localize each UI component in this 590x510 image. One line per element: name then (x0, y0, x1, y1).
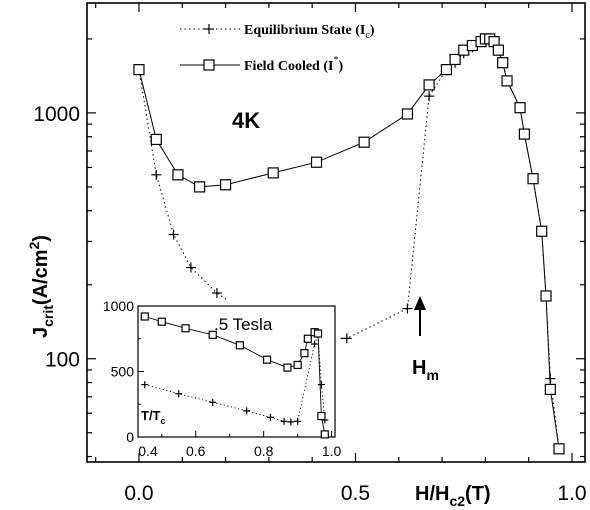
inset-series-0-point (317, 381, 325, 389)
inset-series-1-point (140, 312, 149, 321)
main-plot-frame (86, 2, 586, 463)
legend-marker-fieldcooled (203, 59, 215, 71)
inset-y-tick-label: 1000 (103, 298, 134, 314)
main-series-1-point (514, 102, 526, 114)
inset-series-0-point (294, 417, 302, 425)
main-series-1-point (544, 383, 556, 396)
y-tick-label: 1000 (33, 103, 80, 126)
main-series-1-point (219, 179, 232, 191)
inset-series-1-point (317, 411, 326, 421)
inset-series-1-point (300, 349, 309, 358)
inset-series-0-point (287, 418, 295, 426)
main-series-1-point (492, 44, 504, 56)
inset-annotation: .5 Tesla (214, 315, 273, 334)
inset-axis-ticks (138, 305, 333, 438)
main-series-0-point (211, 288, 222, 299)
inset-series-1-point (208, 330, 217, 339)
main-axis-ticks (87, 3, 585, 462)
inset-series-0-point (266, 413, 274, 421)
main-series-1-point (150, 133, 162, 146)
hm-label-sub: m (426, 367, 438, 383)
inset-y-tick-label: 500 (111, 364, 135, 380)
inset-series-1-point (235, 341, 244, 350)
inset-series-1-point (157, 317, 166, 326)
x-tick-label: 0.5 (341, 482, 370, 505)
main-series-0-point (341, 333, 352, 344)
main-series-1-point (540, 290, 552, 302)
y-axis-title: Jcrit(A/cm2) (26, 235, 56, 338)
main-series-0-point (168, 229, 179, 240)
y-axis-title-sub: crit (40, 305, 56, 327)
main-series-1-point (553, 443, 565, 455)
main-series-1-point (423, 79, 435, 91)
inset-x-tick-label: 0.6 (186, 443, 206, 459)
x-axis-title-sub: c2 (449, 493, 465, 509)
inset-series-1-point (283, 363, 292, 372)
inset-y-tick-label: 0 (126, 429, 134, 445)
main-series-1-point (497, 57, 509, 69)
inset-x-axis-title: T/Tc (141, 408, 166, 426)
legend-sup-fieldcooled: * (333, 55, 338, 66)
main-series-1-point (267, 167, 279, 179)
inset-tick-labels: 0.4 0.6 0.8 1.0 0 500 1000 (103, 298, 342, 459)
inset-series-1-point (320, 430, 329, 439)
inset-series-1-point (313, 329, 323, 338)
main-series-1-point (401, 108, 414, 120)
inset-x-tick-label: 0.8 (254, 443, 274, 459)
inset-x-tick-label: 1.0 (322, 443, 342, 459)
main-series-1-point (518, 128, 530, 140)
main-series-0-point (185, 262, 196, 273)
hm-arrow (414, 296, 426, 336)
main-series-0-point (151, 169, 162, 180)
x-tick-label: 0.0 (124, 482, 153, 505)
y-tick-label: 100 (45, 349, 80, 372)
main-series-1-point (133, 64, 145, 76)
hm-label: Hm (412, 357, 439, 383)
main-series-1-point (358, 136, 370, 148)
inset-x-axis-title-sub: c (161, 416, 166, 426)
main-series-1-point (527, 173, 539, 185)
inset-series-0-point (311, 340, 319, 348)
main-series-1-point (172, 169, 184, 181)
legend: Equilibrium State (Ic) Field Cooled (I*) (180, 23, 375, 74)
inset-series-1-point (181, 324, 190, 333)
inset-series-1-point (293, 360, 302, 370)
legend-label-equilibrium: Equilibrium State (Ic) (244, 23, 375, 41)
inset-series-1-point (303, 334, 312, 343)
legend-label-fieldcooled: Field Cooled (I*) (244, 55, 343, 74)
y-axis-title-sup: 2 (26, 242, 42, 250)
legend-marker-equilibrium (204, 24, 214, 34)
main-series-1-point (536, 225, 548, 237)
main-series-layer (133, 33, 565, 455)
main-series-1-point (310, 156, 323, 168)
main-series-0-point (402, 303, 413, 314)
temperature-label: 4K (232, 108, 260, 133)
inset-series-layer (140, 312, 329, 439)
inset-x-tick-label: 0.4 (138, 443, 158, 459)
main-tick-labels: 0.0 0.5 1.0 100 1000 (33, 103, 586, 505)
x-tick-label: 1.0 (557, 482, 586, 505)
main-series-1-point (449, 53, 461, 66)
inset-series-0-point (209, 398, 217, 406)
inset-series-1-point (262, 355, 272, 364)
main-series-1-point (440, 64, 453, 76)
legend-sub-equilibrium: c (365, 30, 370, 41)
x-axis-title: H/Hc2(T) (415, 483, 491, 509)
inset-series-0-point (141, 381, 149, 389)
main-series-0-point (424, 91, 435, 102)
inset-series-0-point (243, 407, 251, 415)
inset-series-0-point (175, 390, 183, 398)
main-series-1-point (501, 75, 513, 87)
inset-series-0-point (280, 417, 288, 425)
main-series-1-point (193, 181, 206, 193)
